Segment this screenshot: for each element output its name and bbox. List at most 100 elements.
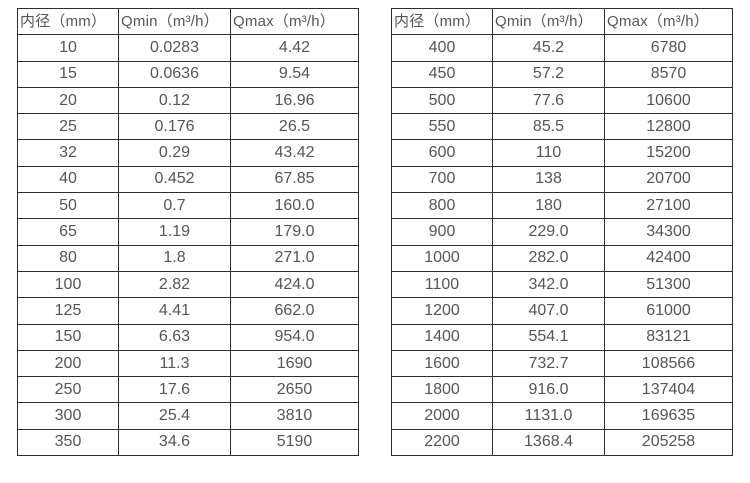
table-cell: 11.3 [118, 349, 231, 378]
table-cell: 1368.4 [492, 428, 605, 457]
table-cell: 1131.0 [492, 402, 605, 430]
table-cell: 1800 [391, 376, 493, 404]
table-row: 40 0.452 67.85 [17, 165, 359, 194]
table-cell: 26.5 [230, 113, 359, 141]
table-cell: 50 [17, 192, 119, 220]
table-cell: 0.29 [118, 139, 231, 167]
table-row: 100 2.82 424.0 [17, 270, 359, 299]
table-cell: 1.8 [118, 244, 231, 272]
table-cell: 138 [492, 165, 605, 194]
table-row: 250 17.6 2650 [17, 376, 359, 404]
table-cell: 10600 [604, 86, 733, 115]
table-cell: 40 [17, 165, 119, 194]
column-header-qmax: Qmax（m³/h） [230, 7, 359, 36]
table-cell: 424.0 [230, 270, 359, 299]
table-cell: 160.0 [230, 192, 359, 220]
table-cell: 550 [391, 113, 493, 141]
table-row: 32 0.29 43.42 [17, 139, 359, 167]
table-row: 1200 407.0 61000 [391, 297, 733, 325]
table-cell: 25 [17, 113, 119, 141]
table-cell: 1.19 [118, 218, 231, 246]
table-cell: 700 [391, 165, 493, 194]
table-cell: 125 [17, 297, 119, 325]
table-cell: 20 [17, 86, 119, 115]
table-cell: 8570 [604, 60, 733, 88]
table-cell: 407.0 [492, 297, 605, 325]
table-row: 1800 916.0 137404 [391, 376, 733, 404]
table-cell: 32 [17, 139, 119, 167]
table-cell: 0.0283 [118, 34, 231, 62]
table-cell: 42400 [604, 244, 733, 272]
table-cell: 0.176 [118, 113, 231, 141]
table-cell: 916.0 [492, 376, 605, 404]
table-row: 80 1.8 271.0 [17, 244, 359, 272]
column-header-qmin: Qmin（m³/h） [492, 7, 605, 36]
table-cell: 600 [391, 139, 493, 167]
small-diameter-flow-table: 内径（mm） Qmin（m³/h） Qmax（m³/h） 10 0.0283 4.4… [17, 7, 359, 457]
table-cell: 400 [391, 34, 493, 62]
column-header-diameter: 内径（mm） [17, 7, 119, 36]
table-cell: 350 [17, 428, 119, 457]
table-cell: 9.54 [230, 60, 359, 88]
table-cell: 180 [492, 192, 605, 220]
table-cell: 954.0 [230, 323, 359, 351]
table-cell: 500 [391, 86, 493, 115]
table-cell: 2.82 [118, 270, 231, 299]
table-cell: 20700 [604, 165, 733, 194]
table-header: 内径（mm） Qmin（m³/h） Qmax（m³/h） [17, 7, 359, 36]
table-cell: 25.4 [118, 402, 231, 430]
column-header-qmin: Qmin（m³/h） [118, 7, 231, 36]
table-row: 2000 1131.0 169635 [391, 402, 733, 430]
table-cell: 45.2 [492, 34, 605, 62]
table-cell: 800 [391, 192, 493, 220]
table-row: 150 6.63 954.0 [17, 323, 359, 351]
table-row: 20 0.12 16.96 [17, 86, 359, 115]
table-row: 50 0.7 160.0 [17, 192, 359, 220]
table-row: 25 0.176 26.5 [17, 113, 359, 141]
table-cell: 229.0 [492, 218, 605, 246]
table-cell: 1690 [230, 349, 359, 378]
table-header-row: 内径（mm） Qmin（m³/h） Qmax（m³/h） [17, 7, 359, 36]
table-cell: 1400 [391, 323, 493, 351]
table-cell: 282.0 [492, 244, 605, 272]
table-cell: 2650 [230, 376, 359, 404]
table-cell: 137404 [604, 376, 733, 404]
table-cell: 250 [17, 376, 119, 404]
table-cell: 179.0 [230, 218, 359, 246]
table-cell: 4.41 [118, 297, 231, 325]
table-row: 200 11.3 1690 [17, 349, 359, 378]
table-row: 125 4.41 662.0 [17, 297, 359, 325]
table-row: 10 0.0283 4.42 [17, 34, 359, 62]
table-row: 700 138 20700 [391, 165, 733, 194]
table-cell: 10 [17, 34, 119, 62]
table-body: 10 0.0283 4.42 15 0.0636 9.54 20 0.12 16.96 25 0.1… [17, 34, 359, 457]
table-cell: 110 [492, 139, 605, 167]
table-cell: 6780 [604, 34, 733, 62]
table-cell: 0.7 [118, 192, 231, 220]
table-cell: 3810 [230, 402, 359, 430]
table-cell: 77.6 [492, 86, 605, 115]
table-cell: 2000 [391, 402, 493, 430]
table-cell: 1200 [391, 297, 493, 325]
table-row: 65 1.19 179.0 [17, 218, 359, 246]
table-cell: 61000 [604, 297, 733, 325]
table-row: 1600 732.7 108566 [391, 349, 733, 378]
table-cell: 34300 [604, 218, 733, 246]
table-row: 400 45.2 6780 [391, 34, 733, 62]
table-row: 1100 342.0 51300 [391, 270, 733, 299]
table-row: 1400 554.1 83121 [391, 323, 733, 351]
table-cell: 0.452 [118, 165, 231, 194]
table-cell: 150 [17, 323, 119, 351]
table-cell: 27100 [604, 192, 733, 220]
table-cell: 732.7 [492, 349, 605, 378]
table-cell: 67.85 [230, 165, 359, 194]
table-cell: 1000 [391, 244, 493, 272]
table-row: 900 229.0 34300 [391, 218, 733, 246]
table-row: 500 77.6 10600 [391, 86, 733, 115]
table-row: 550 85.5 12800 [391, 113, 733, 141]
table-cell: 108566 [604, 349, 733, 378]
table-cell: 80 [17, 244, 119, 272]
table-cell: 6.63 [118, 323, 231, 351]
table-cell: 1100 [391, 270, 493, 299]
table-cell: 15200 [604, 139, 733, 167]
